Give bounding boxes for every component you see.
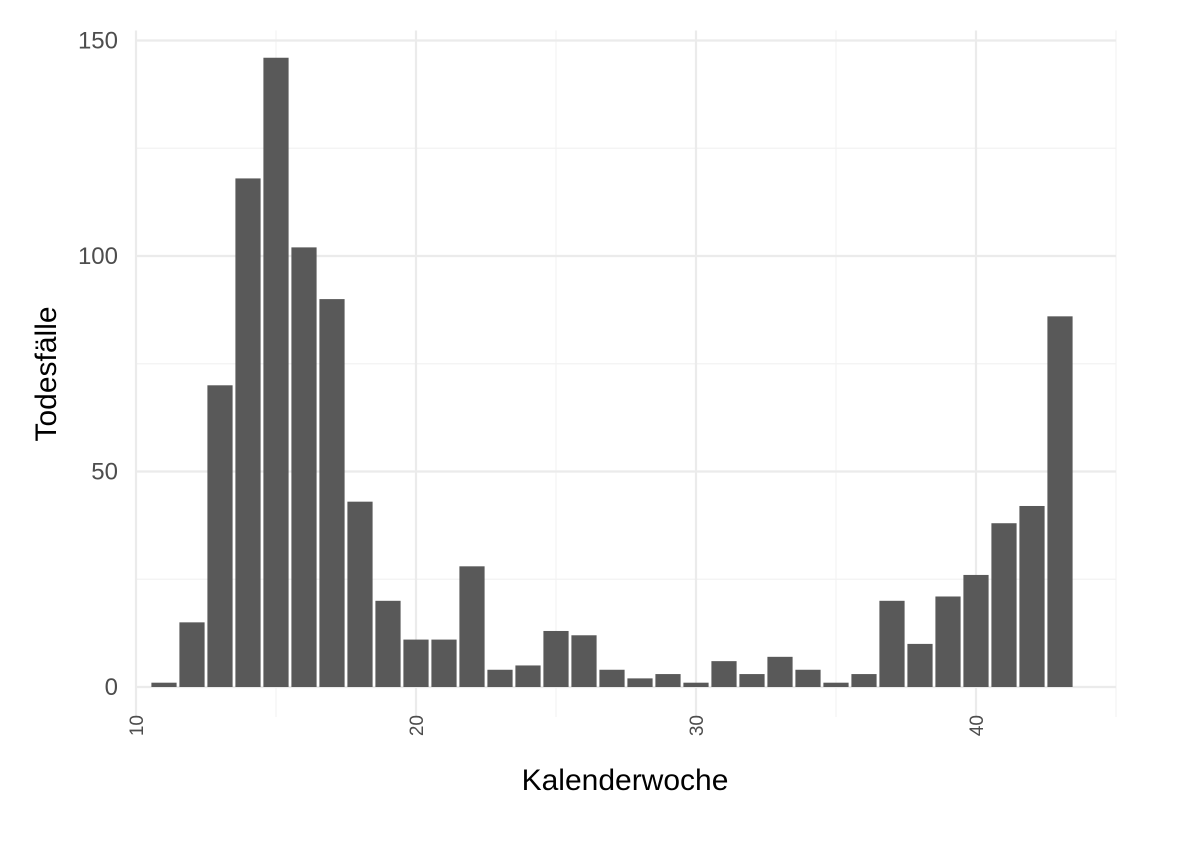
y-tick-labels: 0 50 100 150 bbox=[78, 28, 118, 702]
bar bbox=[739, 674, 765, 687]
y-axis-title: Todesfälle bbox=[30, 306, 63, 441]
y-tick-label: 0 bbox=[105, 674, 118, 701]
bar bbox=[291, 247, 317, 687]
bar bbox=[935, 596, 961, 687]
bar bbox=[347, 501, 373, 687]
bar bbox=[319, 299, 345, 687]
bar bbox=[515, 665, 541, 687]
bar bbox=[683, 682, 709, 687]
bar bbox=[599, 669, 625, 687]
bar bbox=[851, 674, 877, 687]
bar bbox=[823, 682, 849, 687]
bar bbox=[1047, 316, 1073, 687]
bar bbox=[403, 639, 429, 687]
bar bbox=[571, 635, 597, 687]
bar bbox=[991, 523, 1017, 687]
x-tick-label: 10 bbox=[127, 715, 148, 736]
y-tick-label: 50 bbox=[91, 459, 118, 486]
bar bbox=[487, 669, 513, 687]
bar bbox=[543, 630, 569, 687]
bars bbox=[151, 57, 1073, 688]
x-tick-label: 20 bbox=[407, 715, 428, 736]
bar bbox=[711, 661, 737, 687]
x-tick-label: 40 bbox=[967, 715, 988, 736]
bar bbox=[963, 574, 989, 687]
bar bbox=[767, 656, 793, 687]
y-tick-label: 150 bbox=[78, 28, 118, 55]
bar bbox=[907, 643, 933, 687]
bar bbox=[627, 678, 653, 687]
bar bbox=[235, 178, 261, 688]
bar bbox=[179, 622, 205, 687]
bar bbox=[263, 57, 289, 688]
x-tick-labels: 10 20 30 40 bbox=[127, 715, 988, 736]
bar bbox=[207, 385, 233, 687]
bar bbox=[1019, 505, 1045, 687]
x-tick-label: 30 bbox=[687, 715, 708, 736]
grid bbox=[134, 30, 1117, 717]
bar bbox=[879, 600, 905, 687]
bar bbox=[795, 669, 821, 687]
bar bbox=[459, 566, 485, 687]
bar bbox=[151, 682, 177, 687]
x-axis-title: Kalenderwoche bbox=[522, 764, 729, 797]
bar bbox=[431, 639, 457, 687]
bar bbox=[655, 674, 681, 687]
bar bbox=[375, 600, 401, 687]
y-tick-label: 100 bbox=[78, 243, 118, 270]
